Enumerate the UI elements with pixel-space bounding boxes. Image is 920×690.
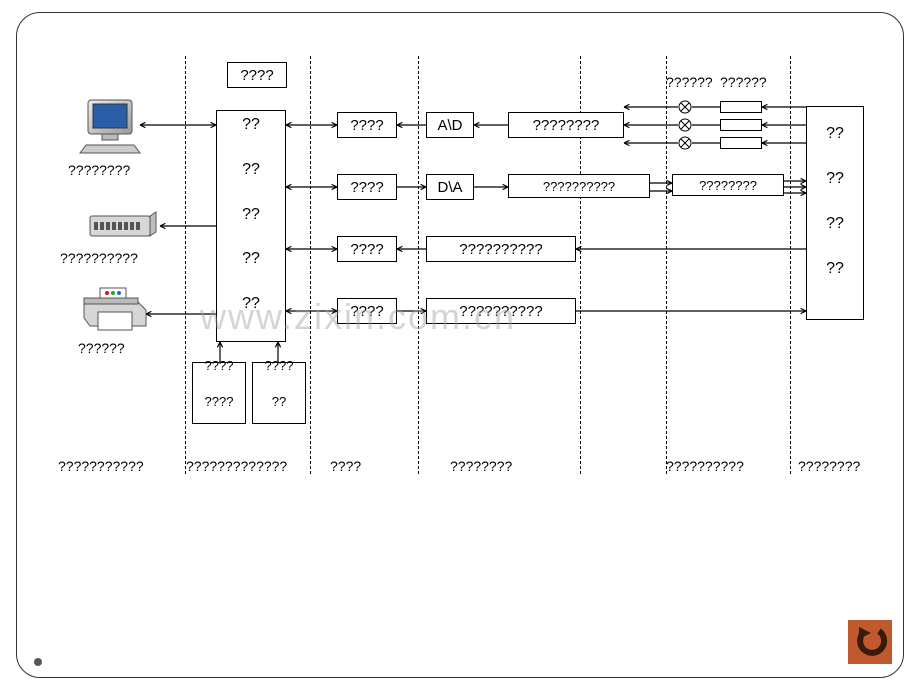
section-label-1: ????????????? — [186, 458, 287, 474]
box-title: ???? — [227, 62, 287, 88]
box-text: ?? — [826, 258, 844, 280]
box-actuator_amp: ?????????? — [508, 174, 650, 198]
dashed-divider — [790, 56, 791, 474]
diagram-layer: ????????????????????????????????????????… — [0, 0, 920, 690]
box-io2: ???? — [337, 174, 397, 200]
box-dout: ?????????? — [426, 298, 576, 324]
box-sense_box1 — [720, 101, 762, 113]
return-icon[interactable] — [848, 620, 892, 664]
monitor-label: ???????? — [68, 162, 130, 178]
box-text: ?? — [826, 213, 844, 235]
box-text: ?? — [242, 159, 260, 181]
box-sense_box2 — [720, 119, 762, 131]
printer-label: ?????? — [78, 340, 125, 356]
box-text: ?? — [242, 204, 260, 226]
box-text: ?? — [272, 393, 286, 411]
diagram-frame: ????????????????????????????????????????… — [0, 0, 920, 690]
dashed-divider — [310, 56, 311, 474]
box-text: ?? — [826, 168, 844, 190]
monitor-icon — [82, 98, 138, 159]
box-cpu: ?????????? — [216, 110, 286, 342]
header-sensor_send: ?????? — [720, 74, 767, 90]
dashed-divider — [418, 56, 419, 474]
section-label-0: ??????????? — [58, 458, 144, 474]
section-label-5: ???????? — [798, 458, 860, 474]
dashed-divider — [666, 56, 667, 474]
header-sensor_title: ?????? — [666, 74, 713, 90]
printer-icon — [80, 288, 146, 337]
box-subtitle_prog: ???????? — [192, 362, 246, 424]
box-io3: ???? — [337, 236, 397, 262]
dashed-divider — [185, 56, 186, 474]
box-text: ?? — [242, 293, 260, 315]
box-text: ???? — [205, 393, 234, 411]
box-subtitle_kb: ?????? — [252, 362, 306, 424]
box-io1: ???? — [337, 112, 397, 138]
remote-device-icon — [88, 210, 156, 245]
box-sigcond: ???????? — [508, 112, 624, 138]
box-text: ?? — [826, 123, 844, 145]
box-da: D\A — [426, 174, 474, 200]
sensors-svg — [0, 0, 920, 690]
section-label-2: ???? — [330, 458, 361, 474]
box-plant: ???????? — [806, 106, 864, 320]
remote-label: ?????????? — [60, 250, 138, 266]
box-text: ?? — [242, 114, 260, 136]
box-actuator: ???????? — [672, 174, 784, 196]
box-din: ?????????? — [426, 236, 576, 262]
box-text: ???? — [265, 357, 294, 375]
box-text: ?? — [242, 248, 260, 270]
box-sense_box3 — [720, 137, 762, 149]
box-io4: ???? — [337, 298, 397, 324]
arrows-svg — [0, 0, 920, 690]
box-ad: A\D — [426, 112, 474, 138]
section-label-3: ???????? — [450, 458, 512, 474]
box-text: ???? — [205, 357, 234, 375]
corner-dot — [34, 658, 42, 666]
section-label-4: ?????????? — [666, 458, 744, 474]
